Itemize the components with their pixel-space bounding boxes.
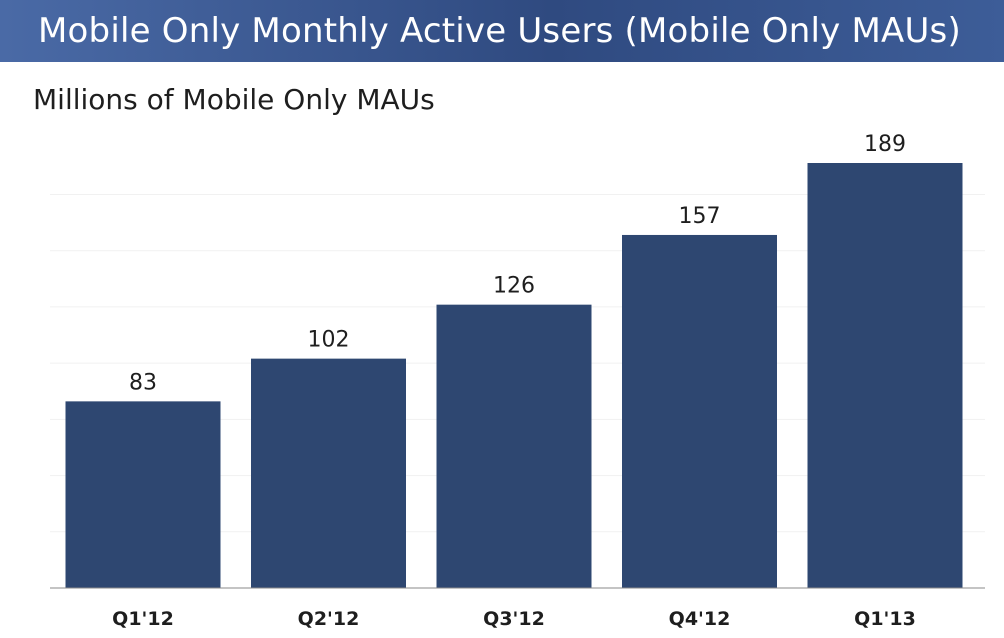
- data-label: 157: [679, 204, 721, 229]
- data-label: 102: [308, 328, 350, 353]
- x-tick-label: Q1'13: [854, 608, 916, 630]
- data-label: 83: [129, 370, 157, 395]
- x-tick-label: Q4'12: [669, 608, 731, 630]
- bar-q4-12: [622, 234, 777, 588]
- x-tick-label: Q3'12: [483, 608, 545, 630]
- x-tick-label: Q1'12: [112, 608, 174, 630]
- slide-header: Mobile Only Monthly Active Users (Mobile…: [0, 0, 1004, 62]
- data-label: 189: [864, 132, 906, 157]
- slide-title: Mobile Only Monthly Active Users (Mobile…: [38, 11, 961, 51]
- chart-subtitle: Millions of Mobile Only MAUs: [33, 83, 435, 116]
- x-tick-label: Q2'12: [298, 608, 360, 630]
- bar-q1-12: [65, 401, 221, 588]
- bar-q2-12: [251, 358, 406, 588]
- bar-q1-13: [807, 163, 963, 588]
- data-label: 126: [493, 274, 535, 299]
- bar-q3-12: [436, 304, 592, 588]
